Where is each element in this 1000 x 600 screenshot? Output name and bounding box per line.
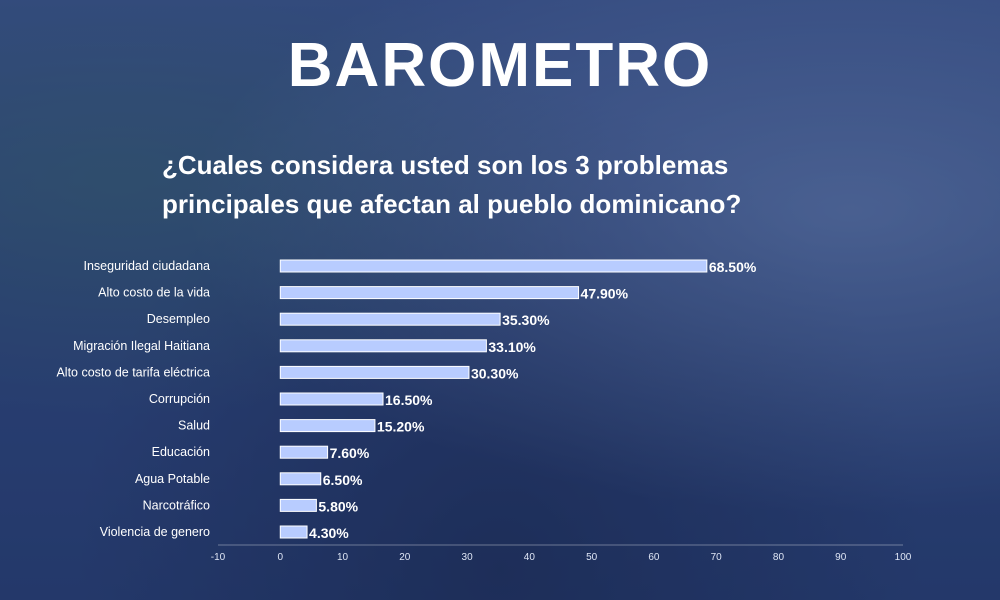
bar xyxy=(279,498,317,512)
data-label: 35.30% xyxy=(502,312,550,328)
bar xyxy=(279,445,329,459)
data-label: 6.50% xyxy=(323,472,363,488)
x-tick-label: 80 xyxy=(773,552,785,563)
x-tick-label: 0 xyxy=(277,552,283,563)
x-tick-label: -10 xyxy=(211,552,226,563)
data-label: 4.30% xyxy=(309,525,349,541)
x-tick-label: 40 xyxy=(524,552,536,563)
category-label: Salud xyxy=(178,419,210,433)
category-label: Narcotráfico xyxy=(143,498,210,512)
x-tick-label: 70 xyxy=(711,552,723,563)
category-label: Inseguridad ciudadana xyxy=(84,259,211,273)
question-line-1: ¿Cuales considera usted son los 3 proble… xyxy=(162,150,729,180)
data-label: 16.50% xyxy=(385,392,433,408)
x-tick-label: 30 xyxy=(462,552,474,563)
bar xyxy=(279,419,376,433)
bar xyxy=(279,392,384,406)
x-tick-label: 20 xyxy=(399,552,411,563)
x-tick-label: 10 xyxy=(337,552,349,563)
question-line-2: principales que afectan al pueblo domini… xyxy=(162,189,742,219)
data-label: 30.30% xyxy=(471,365,519,381)
category-label: Educación xyxy=(152,445,210,459)
category-label: Alto costo de la vida xyxy=(98,286,210,300)
category-label: Desempleo xyxy=(147,312,210,326)
category-label: Corrupción xyxy=(149,392,210,406)
bar xyxy=(279,312,501,326)
chart-question: ¿Cuales considera usted son los 3 proble… xyxy=(162,146,962,224)
category-label: Alto costo de tarifa eléctrica xyxy=(56,365,210,379)
bar xyxy=(279,365,470,379)
data-label: 15.20% xyxy=(377,419,425,435)
page-title: BAROMETRO xyxy=(287,31,713,100)
category-label: Violencia de genero xyxy=(100,525,210,539)
data-label: 47.90% xyxy=(581,286,629,302)
x-tick-label: 50 xyxy=(586,552,598,563)
x-tick-label: 60 xyxy=(648,552,660,563)
bar xyxy=(279,472,322,486)
category-label: Agua Potable xyxy=(135,472,210,486)
data-label: 7.60% xyxy=(330,445,370,461)
data-label: 33.10% xyxy=(488,339,536,355)
bar xyxy=(279,286,580,300)
bar xyxy=(279,525,308,539)
category-label: Migración Ilegal Haitiana xyxy=(73,339,210,353)
x-tick-label: 90 xyxy=(835,552,847,563)
data-label: 5.80% xyxy=(318,498,358,514)
bar xyxy=(279,339,487,353)
data-label: 68.50% xyxy=(709,259,757,275)
bar xyxy=(279,259,708,273)
x-tick-label: 100 xyxy=(895,552,912,563)
